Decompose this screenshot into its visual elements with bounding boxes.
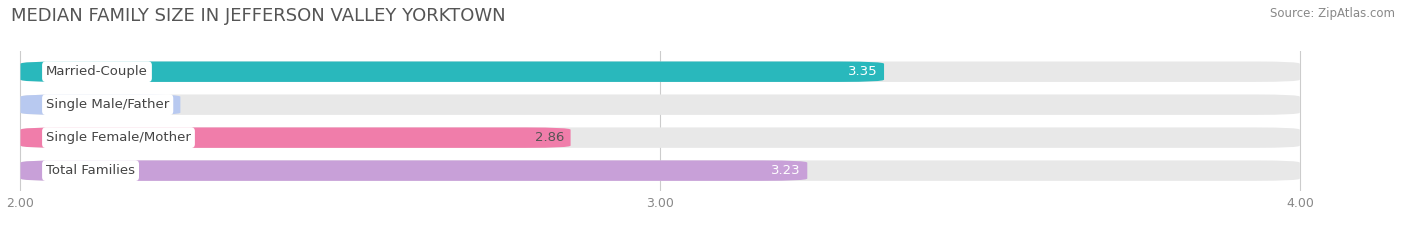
Text: 3.23: 3.23: [772, 164, 801, 177]
FancyBboxPatch shape: [21, 62, 1301, 82]
FancyBboxPatch shape: [21, 160, 1301, 181]
Text: Single Male/Father: Single Male/Father: [46, 98, 169, 111]
Text: MEDIAN FAMILY SIZE IN JEFFERSON VALLEY YORKTOWN: MEDIAN FAMILY SIZE IN JEFFERSON VALLEY Y…: [11, 7, 506, 25]
Text: Single Female/Mother: Single Female/Mother: [46, 131, 191, 144]
Text: 2.86: 2.86: [534, 131, 564, 144]
Text: 3.35: 3.35: [848, 65, 877, 78]
Text: 2.25: 2.25: [145, 98, 174, 111]
FancyBboxPatch shape: [21, 127, 571, 148]
FancyBboxPatch shape: [21, 62, 884, 82]
FancyBboxPatch shape: [21, 94, 180, 115]
FancyBboxPatch shape: [21, 94, 1301, 115]
Text: Married-Couple: Married-Couple: [46, 65, 148, 78]
Text: Source: ZipAtlas.com: Source: ZipAtlas.com: [1270, 7, 1395, 20]
FancyBboxPatch shape: [21, 127, 1301, 148]
FancyBboxPatch shape: [21, 160, 807, 181]
Text: Total Families: Total Families: [46, 164, 135, 177]
